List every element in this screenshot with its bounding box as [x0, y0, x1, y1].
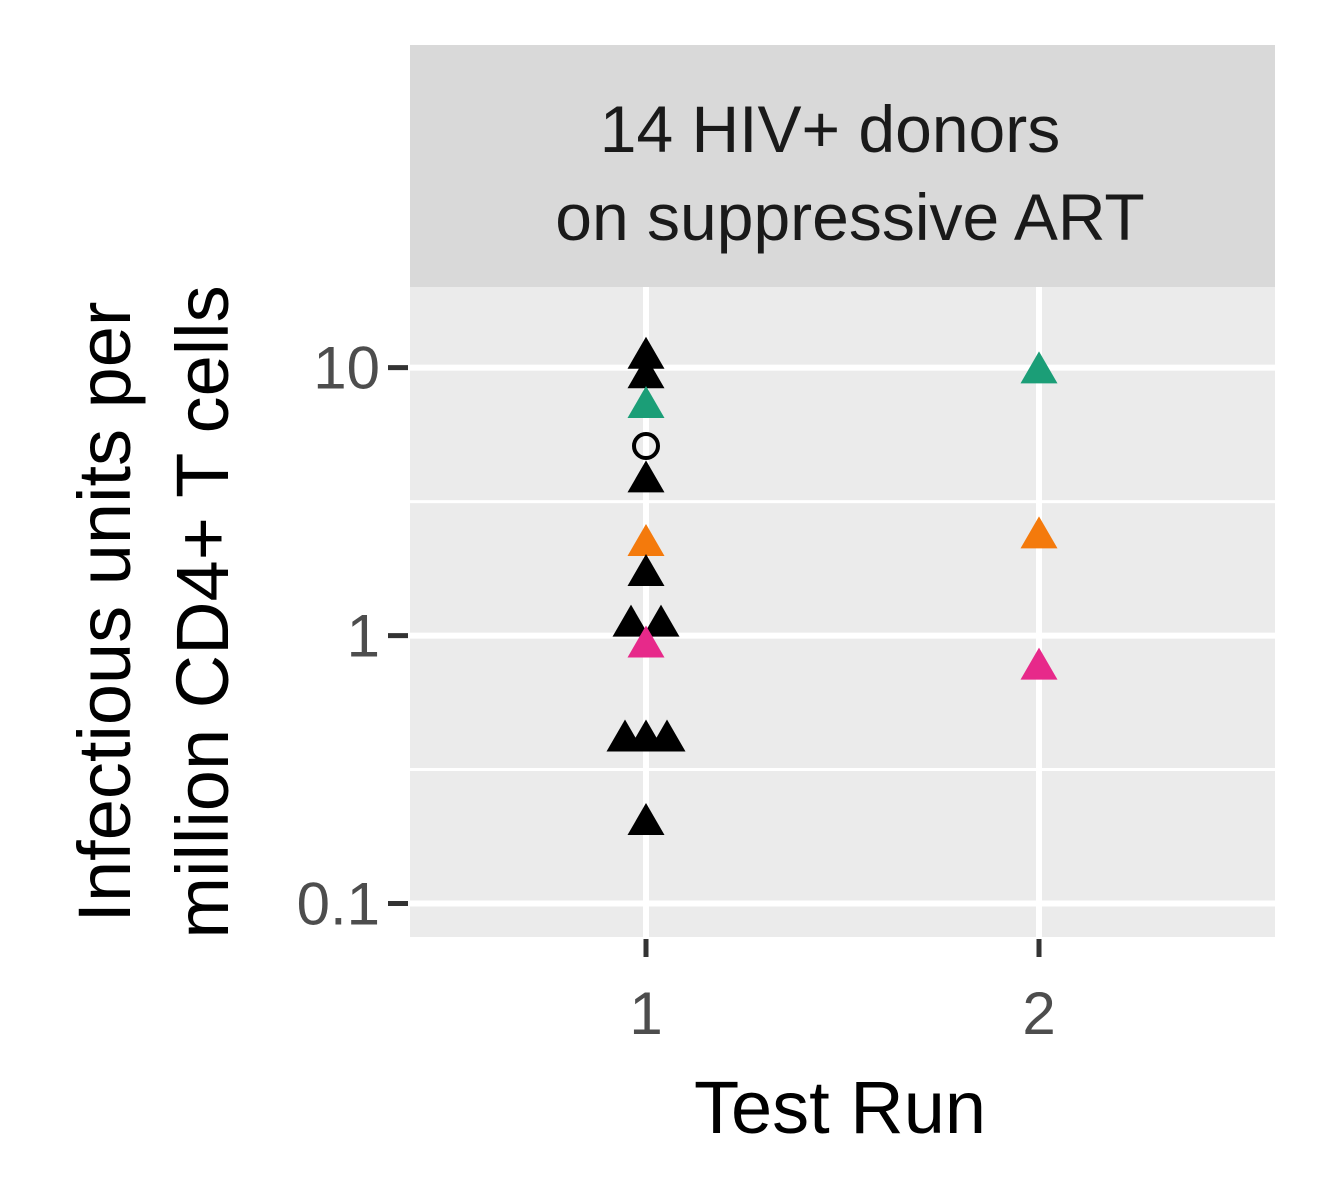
y-axis: 0.1 1 10: [297, 335, 408, 938]
data-point-triangle: [627, 803, 665, 836]
data-point-triangle: [642, 604, 680, 637]
data-point-triangle: [612, 604, 650, 637]
data-point-circle: [632, 432, 660, 461]
data-point-triangle: [627, 554, 665, 587]
data-point-triangle: [648, 719, 686, 752]
x-axis-title: Test Run: [694, 1066, 986, 1149]
y-tick-label: 1: [347, 603, 380, 670]
y-axis-title-line-2: million CD4+ T cells: [161, 285, 244, 938]
data-point-triangle: [627, 336, 665, 369]
data-point-triangle: [1020, 647, 1058, 680]
data-point-triangle: [627, 524, 665, 557]
data-point-triangle: [1020, 516, 1058, 549]
data-point-triangle: [1020, 351, 1058, 384]
y-tick-label: 0.1: [297, 871, 380, 938]
data-point-triangle: [627, 386, 665, 419]
x-tick-label: 1: [629, 980, 662, 1047]
data-points: [606, 336, 1058, 836]
x-tick-label: 2: [1022, 980, 1055, 1047]
facet-strip: [410, 45, 1275, 287]
plot-panel: [410, 287, 1275, 937]
facet-title-line-2: on suppressive ART: [555, 180, 1144, 254]
y-axis-title-line-1: Infectious units per: [63, 301, 146, 922]
data-point-triangle: [627, 356, 665, 389]
data-point-triangle: [627, 460, 665, 493]
data-point-triangle: [627, 625, 665, 658]
y-tick-label: 10: [313, 335, 380, 402]
facet-title-line-1: 14 HIV+ donors: [600, 92, 1060, 166]
